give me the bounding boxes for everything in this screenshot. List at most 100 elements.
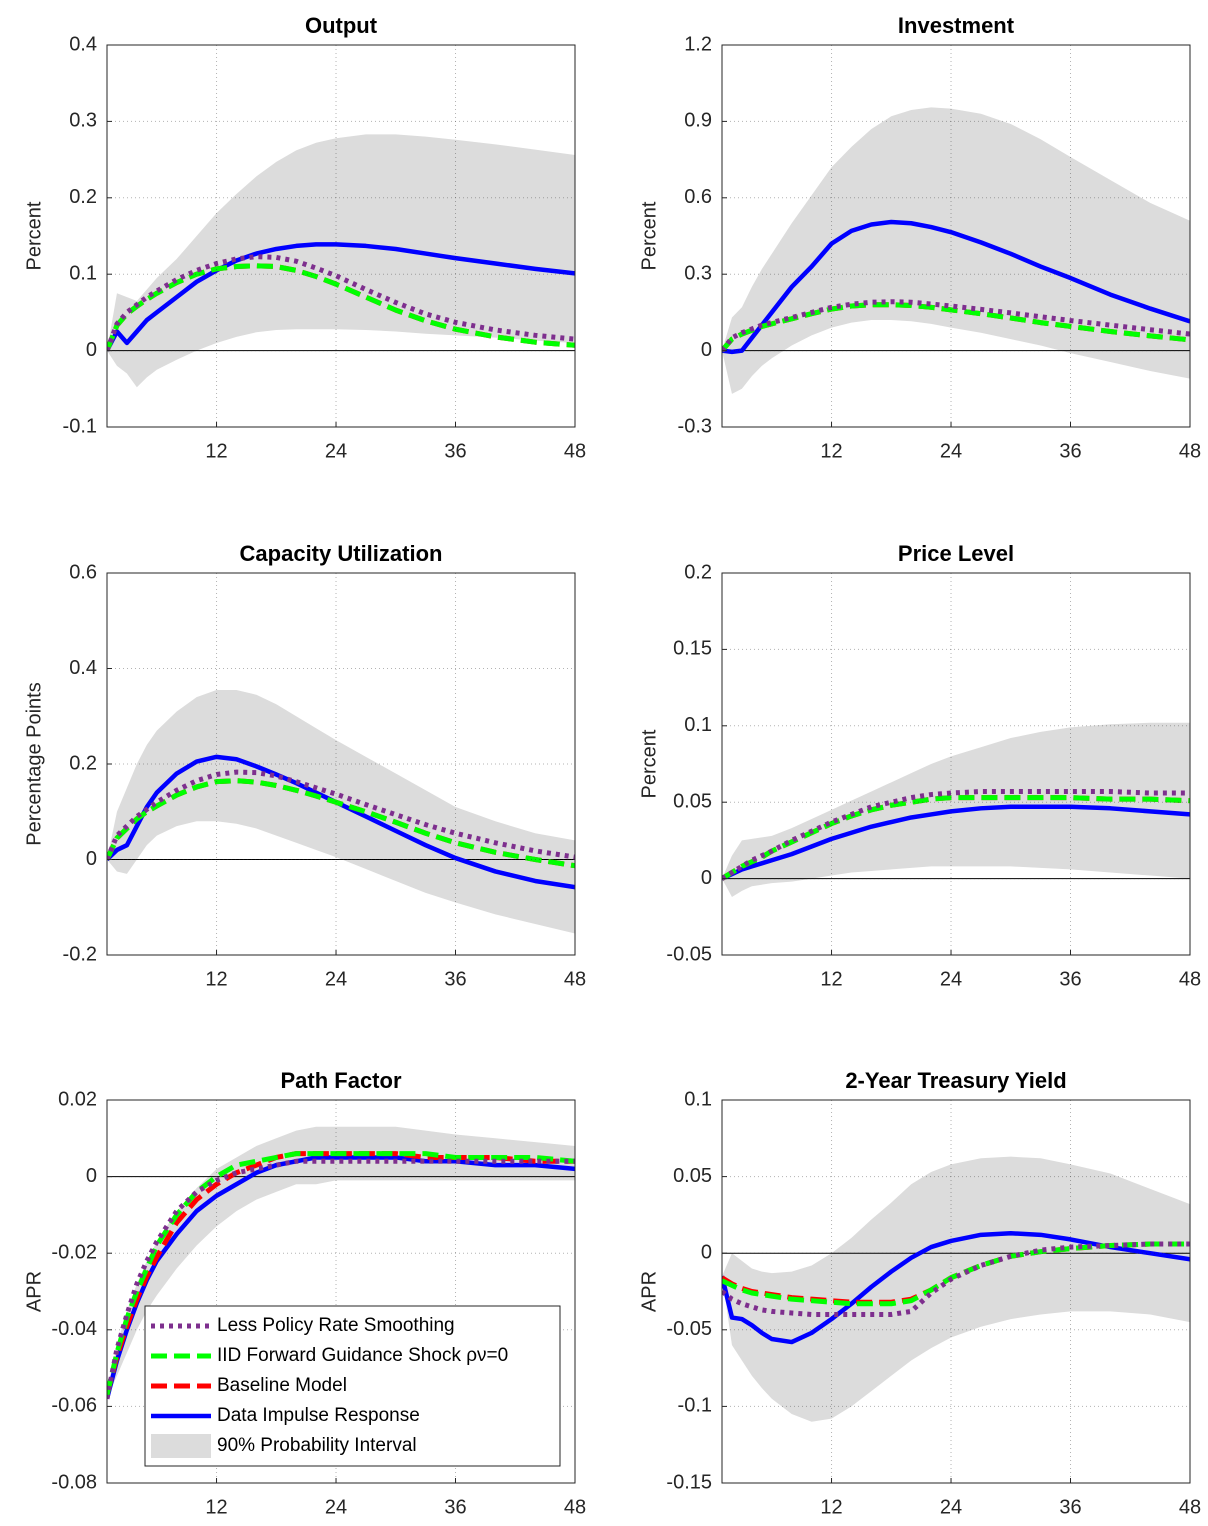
y-axis-label: Percent <box>638 201 660 270</box>
x-tick-label: 12 <box>820 968 842 990</box>
y-tick-label: 0.1 <box>69 262 97 284</box>
series-line <box>722 219 1190 355</box>
y-tick-label: 0 <box>86 1165 97 1187</box>
panel: -0.15 -0.1 -0.05 0 0.05 0.1 12 24 36 48 2-Year Tre… <box>638 1068 1201 1518</box>
y-tick-label: 0.2 <box>69 752 97 774</box>
y-tick-label: -0.1 <box>63 415 97 437</box>
x-tick-label: 24 <box>325 968 347 990</box>
x-tick-label: 36 <box>1059 968 1081 990</box>
panel: -0.2 0 0.2 0.4 0.6 12 24 36 48 Capacity Utilizati… <box>23 541 586 990</box>
plot-content <box>722 1156 1190 1422</box>
y-tick-label: 0.4 <box>69 33 97 55</box>
series-line <box>722 789 1190 881</box>
y-tick-label: 0.05 <box>673 1165 712 1187</box>
x-tick-label: 12 <box>205 968 227 990</box>
y-tick-label: -0.05 <box>666 943 712 965</box>
y-tick-label: 0 <box>701 867 712 889</box>
y-tick-label: -0.08 <box>51 1471 97 1493</box>
y-axis-label: Percentage Points <box>23 682 45 845</box>
legend-label: Data Impulse Response <box>217 1405 420 1426</box>
y-axis-label: Percent <box>638 729 660 798</box>
y-tick-label: 0 <box>701 1241 712 1263</box>
y-tick-label: 0.1 <box>684 1088 712 1110</box>
y-tick-label: 0.3 <box>684 262 712 284</box>
series-line <box>722 299 1190 353</box>
legend: Less Policy Rate Smoothing IID Forward Gu… <box>144 1305 561 1467</box>
plot-frame <box>106 44 576 428</box>
panel-title: Path Factor <box>280 1068 401 1093</box>
panel: -0.08 -0.06 -0.04 -0.02 0 0.02 12 24 36 48 Path Fa… <box>23 1068 586 1518</box>
panel: -0.1 0 0.1 0.2 0.3 0.4 12 24 36 48 Output Percent <box>23 13 586 462</box>
series-line <box>722 1231 1190 1345</box>
plot-content <box>722 722 1190 897</box>
x-tick-label: 48 <box>1179 968 1201 990</box>
x-tick-label: 48 <box>1179 1496 1201 1518</box>
panel-title: 2-Year Treasury Yield <box>845 1068 1066 1093</box>
panel-title: Price Level <box>898 541 1014 566</box>
y-tick-label: 0.4 <box>69 657 97 679</box>
x-tick-label: 12 <box>205 1496 227 1518</box>
legend-box <box>144 1305 561 1467</box>
legend-label: IID Forward Guidance Shock ρν=0 <box>217 1345 508 1366</box>
series-line <box>722 1241 1190 1317</box>
y-tick-label: 0.2 <box>69 186 97 208</box>
x-tick-label: 24 <box>940 440 962 462</box>
panel: -0.05 0 0.05 0.1 0.15 0.2 12 24 36 48 Price Level P… <box>638 541 1201 990</box>
y-tick-label: -0.05 <box>666 1318 712 1340</box>
x-tick-label: 24 <box>940 968 962 990</box>
x-tick-label: 36 <box>1059 1496 1081 1518</box>
x-tick-label: 48 <box>564 440 586 462</box>
legend-label: Less Policy Rate Smoothing <box>217 1315 455 1336</box>
y-tick-label: 0.9 <box>684 110 712 132</box>
panel-title: Output <box>305 13 378 38</box>
y-tick-label: 0 <box>86 339 97 361</box>
y-tick-label: 0.1 <box>684 714 712 736</box>
y-tick-label: 0.2 <box>684 561 712 583</box>
plot-frame <box>721 1099 1191 1484</box>
x-tick-label: 12 <box>820 1496 842 1518</box>
series-line <box>722 804 1190 881</box>
y-tick-label: 0.05 <box>673 790 712 812</box>
y-tick-label: 1.2 <box>684 33 712 55</box>
x-tick-label: 24 <box>325 1496 347 1518</box>
y-tick-label: -0.2 <box>63 943 97 965</box>
series-line <box>107 1151 575 1396</box>
series-line <box>722 795 1190 881</box>
y-axis-label: APR <box>638 1271 660 1312</box>
y-tick-label: 0.3 <box>69 110 97 132</box>
y-tick-label: -0.04 <box>51 1318 97 1340</box>
y-tick-label: 0.15 <box>673 638 712 660</box>
series-line <box>107 242 575 352</box>
x-tick-label: 48 <box>564 1496 586 1518</box>
x-tick-label: 36 <box>444 1496 466 1518</box>
x-tick-label: 36 <box>1059 440 1081 462</box>
plot-content <box>107 1126 575 1400</box>
y-tick-label: -0.02 <box>51 1241 97 1263</box>
y-tick-label: -0.15 <box>666 1471 712 1493</box>
x-tick-label: 36 <box>444 968 466 990</box>
plot-frame <box>106 572 576 956</box>
legend-swatch <box>151 1434 211 1458</box>
x-tick-label: 12 <box>820 440 842 462</box>
probability-band <box>107 689 575 934</box>
y-tick-label: 0.02 <box>58 1088 97 1110</box>
panel: -0.3 0 0.3 0.6 0.9 1.2 12 24 36 48 Investment Perce… <box>638 13 1201 462</box>
series-line <box>107 1151 575 1396</box>
probability-band <box>722 1156 1190 1422</box>
series-line <box>722 302 1190 353</box>
y-tick-label: 0.6 <box>69 561 97 583</box>
plot-frame <box>721 572 1191 956</box>
x-tick-label: 24 <box>940 1496 962 1518</box>
series-line <box>107 1158 575 1400</box>
plot-content <box>722 107 1190 394</box>
plot-frame <box>106 1099 576 1484</box>
x-tick-label: 48 <box>564 968 586 990</box>
y-tick-label: 0.6 <box>684 186 712 208</box>
y-tick-label: -0.3 <box>678 415 712 437</box>
y-tick-label: 0 <box>86 848 97 870</box>
plot-frame <box>721 44 1191 428</box>
x-tick-label: 12 <box>205 440 227 462</box>
x-tick-label: 48 <box>1179 440 1201 462</box>
series-line <box>722 1241 1190 1307</box>
